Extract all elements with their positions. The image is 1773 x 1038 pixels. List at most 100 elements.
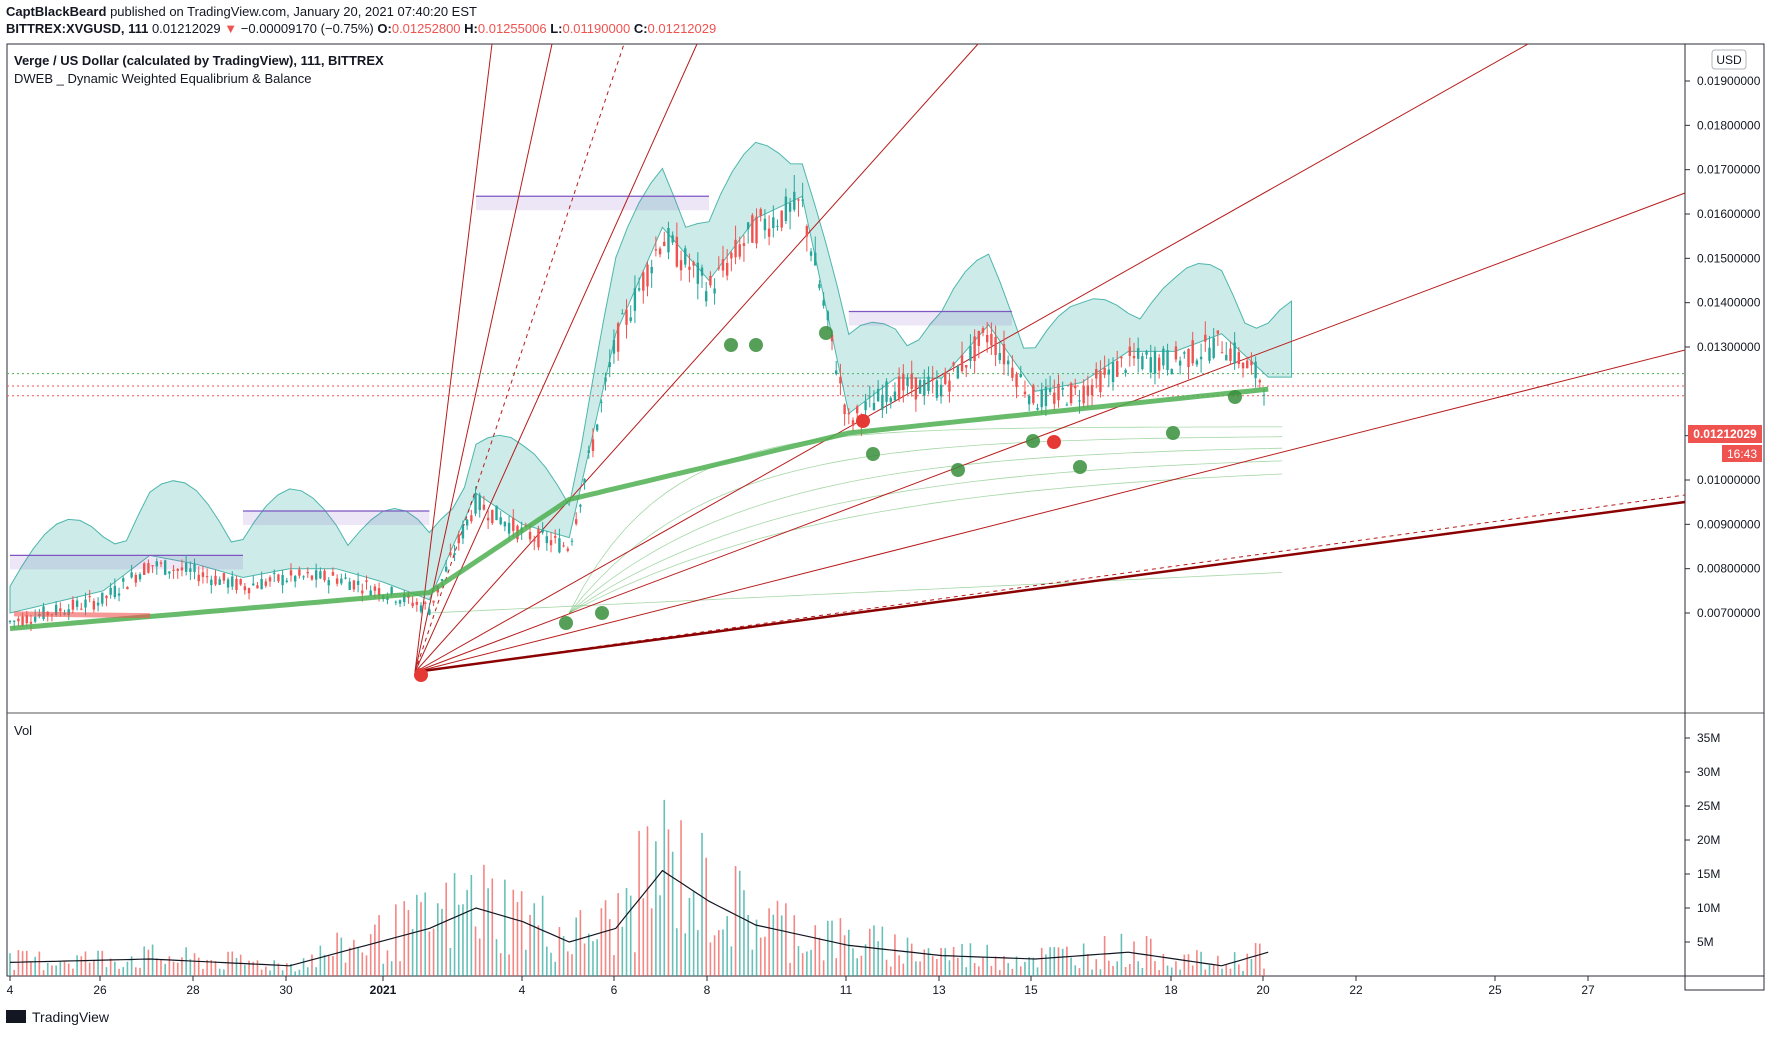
candle-body — [168, 571, 171, 574]
candle-body — [658, 248, 662, 255]
fan-lines — [414, 43, 1686, 674]
candle-body — [419, 605, 423, 612]
candle-body — [734, 239, 737, 258]
candle-body — [151, 565, 154, 567]
candle-body — [772, 217, 775, 229]
candle-body — [503, 521, 507, 527]
candle-body — [763, 218, 767, 231]
price-tick-label: 0.00800000 — [1697, 562, 1761, 576]
countdown-tag — [1722, 445, 1762, 462]
candle-body — [176, 569, 179, 571]
candle-body — [75, 600, 79, 607]
candle-body — [101, 592, 104, 604]
candle-body — [1011, 367, 1014, 378]
candle-body — [117, 593, 121, 596]
candle-body — [923, 379, 926, 396]
candle-body — [1040, 389, 1043, 408]
change-value: −0.00009170 (−0.75%) — [240, 21, 374, 36]
candle-body — [528, 531, 532, 540]
candle-body — [965, 365, 968, 368]
candle-body — [633, 288, 637, 311]
candle-body — [1149, 357, 1152, 373]
candle-body — [881, 394, 884, 410]
candle-body — [973, 336, 976, 361]
candle-body — [155, 561, 158, 567]
candle-body — [944, 372, 947, 385]
candle-body — [541, 529, 544, 533]
candle-body — [667, 227, 670, 253]
candle-body — [637, 288, 641, 291]
candle-body — [663, 241, 666, 247]
buy-signal-dot — [819, 326, 833, 340]
candle-body — [264, 581, 268, 586]
candle-body — [159, 562, 163, 564]
moving-average-line — [9, 386, 1269, 631]
candle-body — [277, 574, 280, 582]
candle-body — [310, 575, 314, 580]
candle-body — [1048, 388, 1052, 392]
candle-body — [1246, 360, 1249, 369]
candle-body — [71, 599, 75, 610]
candle-body — [709, 275, 712, 286]
open-value: 0.01252800 — [391, 21, 461, 36]
candle-body — [600, 401, 603, 403]
candle-body — [910, 373, 913, 389]
green-band-curve — [568, 447, 1283, 614]
candle-body — [931, 378, 934, 381]
chart-title: Verge / US Dollar (calculated by Trading… — [14, 53, 384, 68]
candle-body — [1183, 352, 1186, 354]
green-band-curve — [568, 436, 1283, 614]
candle-body — [537, 529, 540, 548]
candle-body — [826, 311, 830, 321]
candle-body — [814, 252, 817, 266]
candle-body — [1107, 369, 1111, 375]
date-tick-label: 27 — [1581, 983, 1595, 997]
candle-body — [172, 569, 175, 571]
price-tick-label: 0.01700000 — [1697, 163, 1761, 177]
candle-body — [352, 580, 356, 590]
candle-body — [549, 540, 553, 546]
sell-signal-dot — [856, 414, 870, 428]
candle-body — [122, 578, 125, 582]
volume-tick-label: 5M — [1697, 935, 1714, 949]
candle-body — [1103, 367, 1106, 375]
candle-body — [1233, 342, 1236, 364]
candle-body — [201, 572, 205, 577]
fan-line — [414, 494, 1686, 673]
candle-body — [843, 404, 846, 415]
currency-button[interactable] — [1711, 49, 1747, 70]
candle-body — [1212, 337, 1215, 358]
candle-body — [243, 586, 247, 591]
tradingview-logo[interactable]: TradingView — [6, 1009, 110, 1025]
candle-body — [361, 590, 364, 594]
candle-body — [1061, 387, 1064, 390]
high-label: H: — [464, 21, 478, 36]
author-name[interactable]: CaptBlackBeard — [6, 4, 107, 19]
candle-body — [1250, 361, 1253, 366]
candle-body — [675, 236, 679, 267]
candle-body — [25, 615, 28, 624]
candle-body — [1044, 386, 1048, 407]
candle-body — [939, 384, 943, 397]
candle-body — [914, 377, 918, 400]
candle-body — [239, 579, 242, 585]
buy-signal-dot — [724, 338, 738, 352]
candle-body — [17, 618, 20, 622]
candle-body — [767, 228, 771, 237]
candle-body — [356, 580, 360, 585]
candle-body — [302, 576, 305, 578]
date-tick-label: 22 — [1349, 983, 1363, 997]
candle-body — [226, 579, 230, 588]
candle-body — [1124, 370, 1127, 373]
candle-body — [692, 262, 695, 266]
high-value: 0.01255006 — [477, 21, 547, 36]
candle-body — [189, 568, 192, 572]
candle-body — [700, 267, 704, 276]
sell-signal-dot — [414, 668, 428, 682]
candle-body — [428, 609, 431, 615]
candle-body — [54, 604, 58, 615]
purple-level-fill — [476, 196, 709, 211]
publish-line: CaptBlackBeard published on TradingView.… — [6, 4, 477, 19]
candle-body — [629, 317, 632, 321]
